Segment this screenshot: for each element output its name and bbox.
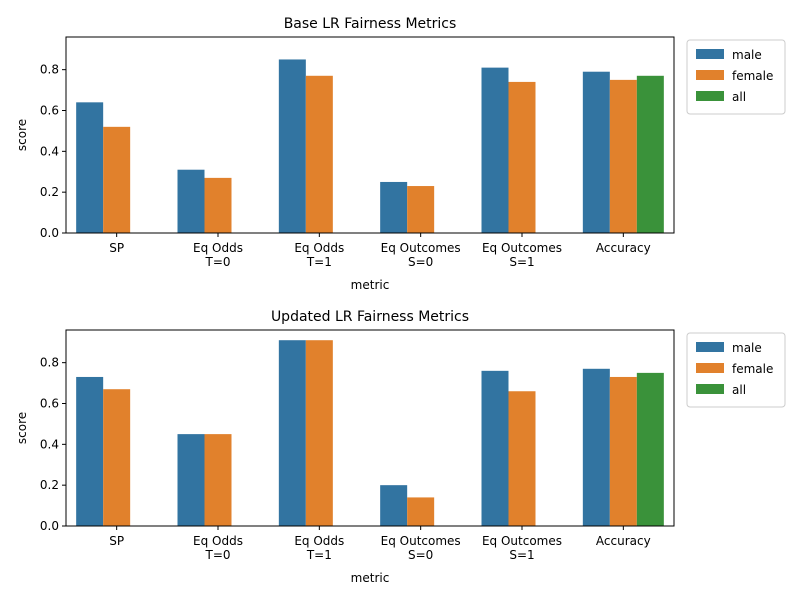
chart-panel-updated: Updated LR Fairness Metrics 0.0 0.2 0.4 0.6 0… xyxy=(15,309,786,585)
legend-label-male: male xyxy=(732,341,762,355)
bar-male xyxy=(582,368,610,526)
x-tick-label-line: Eq Outcomes xyxy=(381,534,461,548)
x-tick-label: SP xyxy=(109,534,124,548)
bar-female xyxy=(103,389,131,526)
bar-female xyxy=(609,79,637,233)
x-axis-label: metric xyxy=(351,278,390,292)
bar-male xyxy=(76,376,104,526)
bar-female xyxy=(305,340,333,526)
x-tick-label-line: T=0 xyxy=(204,548,230,562)
legend-swatch-female xyxy=(696,363,724,373)
chart-title: Base LR Fairness Metrics xyxy=(284,16,457,32)
x-tick-label-line: S=1 xyxy=(509,548,534,562)
y-tick-label: 0.6 xyxy=(40,104,59,118)
bar-female xyxy=(305,75,333,234)
x-tick-label-line: S=1 xyxy=(509,255,534,269)
x-tick-label-line: Eq Odds xyxy=(294,534,344,548)
y-tick-label: 0.0 xyxy=(40,519,59,533)
bar-female xyxy=(103,126,131,233)
legend-label-male: male xyxy=(732,48,762,62)
bar-male xyxy=(380,181,408,233)
legend-swatch-male xyxy=(696,49,724,59)
legend: male female all xyxy=(686,332,786,408)
x-tick-label: Eq Odds T=1 xyxy=(294,534,344,562)
x-axis-label: metric xyxy=(351,571,390,585)
x-tick-label-line: S=0 xyxy=(408,548,433,562)
bar-male xyxy=(380,485,408,526)
chart-title: Updated LR Fairness Metrics xyxy=(271,309,469,325)
x-tick-label-line: Accuracy xyxy=(596,534,651,548)
x-tick-label-line: Eq Outcomes xyxy=(482,241,562,255)
x-tick-label-line: T=0 xyxy=(204,255,230,269)
x-tick-label-line: T=1 xyxy=(306,255,332,269)
x-tick-label-line: S=0 xyxy=(408,255,433,269)
x-tick-label: Eq Outcomes S=1 xyxy=(482,534,562,562)
legend-swatch-male xyxy=(696,342,724,352)
bar-all xyxy=(636,372,664,526)
legend-swatch-all xyxy=(696,384,724,394)
x-tick-label-line: T=1 xyxy=(306,548,332,562)
x-tick-label: Eq Odds T=0 xyxy=(193,241,243,269)
x-tick-label: Eq Outcomes S=0 xyxy=(381,534,461,562)
legend-label-female: female xyxy=(732,69,773,83)
y-tick-label: 0.2 xyxy=(40,185,59,199)
legend-label-all: all xyxy=(732,90,746,104)
x-tick-label: Eq Odds T=0 xyxy=(193,534,243,562)
x-tick-label-line: Eq Outcomes xyxy=(482,534,562,548)
plot-frame xyxy=(65,36,675,234)
legend-swatch-female xyxy=(696,70,724,80)
bar-female xyxy=(204,177,232,233)
x-tick-label: SP xyxy=(109,241,124,255)
x-tick-label: Accuracy xyxy=(596,534,651,548)
bar-male xyxy=(76,102,104,233)
bar-male xyxy=(278,340,306,526)
x-tick-label-line: Eq Outcomes xyxy=(381,241,461,255)
bar-female xyxy=(204,434,232,526)
bar-female xyxy=(508,81,536,234)
x-tick-label: Accuracy xyxy=(596,241,651,255)
bar-male xyxy=(278,59,306,234)
bar-female xyxy=(407,186,435,233)
bar-male xyxy=(481,370,509,526)
plot-frame xyxy=(65,329,675,527)
x-tick-label-line: Eq Odds xyxy=(193,241,243,255)
x-tick-label-line: Accuracy xyxy=(596,241,651,255)
x-tick-label-line: Eq Odds xyxy=(294,241,344,255)
y-axis-label: score xyxy=(15,119,29,151)
bar-male xyxy=(481,67,509,233)
x-tick-label-line: SP xyxy=(109,241,124,255)
legend-label-all: all xyxy=(732,383,746,397)
legend: male female all xyxy=(686,39,786,115)
x-tick-label: Eq Outcomes S=1 xyxy=(482,241,562,269)
bar-female xyxy=(508,391,536,526)
y-axis-label: score xyxy=(15,412,29,444)
bar-male xyxy=(582,71,610,233)
bar-all xyxy=(636,75,664,234)
x-tick-label: Eq Odds T=1 xyxy=(294,241,344,269)
x-tick-label: Eq Outcomes S=0 xyxy=(381,241,461,269)
y-tick-label: 0.0 xyxy=(40,226,59,240)
bar-male xyxy=(177,434,205,526)
y-tick-label: 0.8 xyxy=(40,356,59,370)
y-tick-label: 0.2 xyxy=(40,478,59,492)
bar-female xyxy=(609,376,637,526)
bar-male xyxy=(177,169,205,233)
bar-female xyxy=(407,497,435,526)
y-tick-label: 0.8 xyxy=(40,63,59,77)
y-tick-label: 0.4 xyxy=(40,437,59,451)
x-tick-label-line: SP xyxy=(109,534,124,548)
legend-label-female: female xyxy=(732,362,773,376)
y-tick-label: 0.4 xyxy=(40,144,59,158)
y-tick-label: 0.6 xyxy=(40,397,59,411)
chart-panel-base: Base LR Fairness Metrics 0.0 0.2 0.4 0.6 0.8 S… xyxy=(15,16,786,292)
legend-swatch-all xyxy=(696,91,724,101)
x-tick-label-line: Eq Odds xyxy=(193,534,243,548)
